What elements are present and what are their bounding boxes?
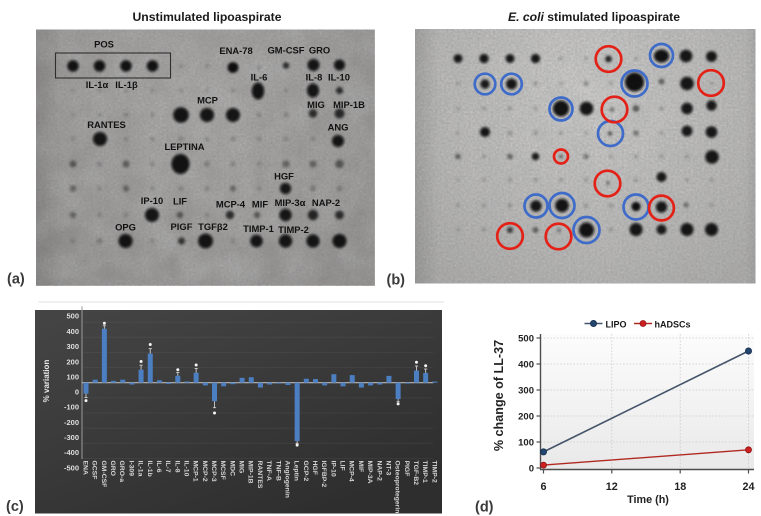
svg-text:IL-8: IL-8: [306, 72, 323, 83]
svg-text:Angiogenin: Angiogenin: [283, 461, 290, 498]
svg-text:MIG: MIG: [307, 99, 325, 110]
svg-text:% variation: % variation: [42, 360, 51, 403]
svg-text:IL-7: IL-7: [164, 461, 171, 473]
svg-text:6: 6: [540, 481, 546, 493]
svg-text:IL-6: IL-6: [251, 72, 268, 83]
svg-text:MIP-3A: MIP-3A: [366, 461, 373, 484]
svg-text:TGFβ2: TGFβ2: [198, 221, 228, 232]
svg-text:12: 12: [606, 481, 618, 493]
svg-text:100: 100: [518, 438, 534, 449]
svg-text:LIF: LIF: [339, 461, 346, 471]
svg-text:TNF-A: TNF-A: [265, 461, 272, 481]
svg-text:MIG: MIG: [238, 461, 245, 474]
svg-text:MIP-1B: MIP-1B: [333, 99, 365, 110]
svg-text:NAP-2: NAP-2: [375, 461, 382, 482]
svg-text:Leptin: Leptin: [293, 461, 300, 481]
svg-text:TGF-B2: TGF-B2: [412, 461, 419, 486]
svg-text:400: 400: [66, 327, 79, 336]
svg-text:IL-10: IL-10: [182, 461, 189, 477]
svg-text:IL-1b: IL-1b: [146, 461, 153, 477]
svg-text:TNF-B: TNF-B: [274, 461, 281, 481]
svg-text:MCP-4: MCP-4: [348, 461, 355, 482]
svg-text:MCSF: MCSF: [219, 461, 226, 480]
svg-text:NAP-2: NAP-2: [312, 197, 340, 208]
svg-text:0: 0: [529, 464, 534, 475]
svg-text:200: 200: [518, 412, 534, 423]
svg-text:TIMP-1: TIMP-1: [243, 223, 274, 234]
svg-text:-500: -500: [64, 463, 79, 472]
svg-text:300: 300: [518, 386, 534, 397]
svg-text:PIGF: PIGF: [403, 461, 410, 477]
svg-text:500: 500: [66, 312, 79, 321]
svg-text:GM-CSF: GM-CSF: [100, 461, 107, 488]
svg-text:MDC: MDC: [228, 461, 235, 477]
svg-text:E. coli stimulated lipoaspirat: E. coli stimulated lipoaspirate: [508, 10, 680, 24]
svg-text:MCP-4: MCP-4: [216, 199, 246, 210]
svg-text:300: 300: [66, 342, 79, 351]
svg-text:(a): (a): [7, 272, 25, 288]
svg-text:200: 200: [66, 357, 79, 366]
svg-text:GCSF: GCSF: [91, 461, 98, 480]
svg-text:IL-8: IL-8: [173, 461, 180, 473]
svg-text:GM-CSF: GM-CSF: [268, 45, 305, 56]
svg-text:500: 500: [518, 334, 534, 345]
svg-text:MIP-3α: MIP-3α: [275, 197, 306, 208]
svg-text:IL-10: IL-10: [328, 72, 350, 83]
svg-text:IP-10: IP-10: [329, 461, 336, 477]
svg-text:MCP: MCP: [197, 95, 218, 106]
svg-text:IGFBP-2: IGFBP-2: [320, 461, 327, 488]
svg-text:LEPTINA: LEPTINA: [164, 141, 204, 152]
svg-text:hADSCs: hADSCs: [655, 320, 691, 330]
svg-text:24: 24: [742, 481, 754, 493]
svg-text:0: 0: [75, 388, 79, 397]
svg-text:NT-3: NT-3: [384, 461, 391, 476]
svg-text:IL-1β: IL-1β: [115, 79, 138, 90]
svg-text:MIP-1B: MIP-1B: [247, 461, 254, 484]
svg-text:(d): (d): [475, 500, 494, 516]
svg-text:TIMP-2: TIMP-2: [278, 224, 309, 235]
svg-text:ENA: ENA: [82, 461, 89, 475]
svg-text:GRO: GRO: [109, 461, 116, 476]
svg-text:100: 100: [66, 372, 79, 381]
svg-text:Osteoprotegerin: Osteoprotegerin: [394, 461, 401, 514]
svg-text:OPG: OPG: [115, 222, 136, 233]
svg-text:HGF: HGF: [274, 171, 294, 182]
svg-text:MIF: MIF: [357, 461, 364, 473]
svg-text:RANTES: RANTES: [256, 461, 263, 489]
svg-text:MCP-1: MCP-1: [192, 461, 199, 482]
svg-text:IL-1α: IL-1α: [86, 79, 109, 90]
svg-text:-100: -100: [64, 403, 79, 412]
svg-text:(b): (b): [387, 273, 406, 289]
svg-text:POS: POS: [94, 39, 114, 50]
svg-text:GRO: GRO: [309, 45, 330, 56]
svg-text:IP-10: IP-10: [141, 195, 163, 206]
svg-text:Time (h): Time (h): [627, 494, 669, 506]
svg-text:-300: -300: [64, 433, 79, 442]
svg-text:TIMP-2: TIMP-2: [430, 461, 437, 483]
svg-text:TIMP-1: TIMP-1: [421, 461, 428, 483]
svg-text:RANTES: RANTES: [87, 119, 126, 130]
svg-text:18: 18: [674, 481, 686, 493]
svg-text:ANG: ANG: [328, 122, 349, 133]
svg-text:GCP-2: GCP-2: [302, 461, 309, 482]
svg-text:-200: -200: [64, 418, 79, 427]
svg-text:MCP-2: MCP-2: [201, 461, 208, 482]
svg-text:GRO-a: GRO-a: [118, 461, 125, 483]
svg-text:-400: -400: [64, 448, 79, 457]
svg-text:PIGF: PIGF: [171, 221, 193, 232]
svg-text:400: 400: [518, 360, 534, 371]
svg-text:MCP-3: MCP-3: [210, 461, 217, 482]
svg-text:HGF: HGF: [311, 461, 318, 475]
svg-text:Unstimulated lipoaspirate: Unstimulated lipoaspirate: [133, 10, 282, 24]
svg-text:ENA-78: ENA-78: [219, 45, 252, 56]
svg-text:LIF: LIF: [173, 196, 187, 207]
svg-text:I-309: I-309: [127, 461, 134, 477]
svg-text:IL-1a: IL-1a: [137, 461, 144, 477]
svg-text:(c): (c): [6, 499, 24, 515]
svg-text:MIF: MIF: [252, 199, 268, 210]
svg-text:LIPO: LIPO: [606, 320, 627, 330]
svg-text:% change of LL-37: % change of LL-37: [492, 340, 506, 451]
svg-text:IL-6: IL-6: [155, 461, 162, 473]
